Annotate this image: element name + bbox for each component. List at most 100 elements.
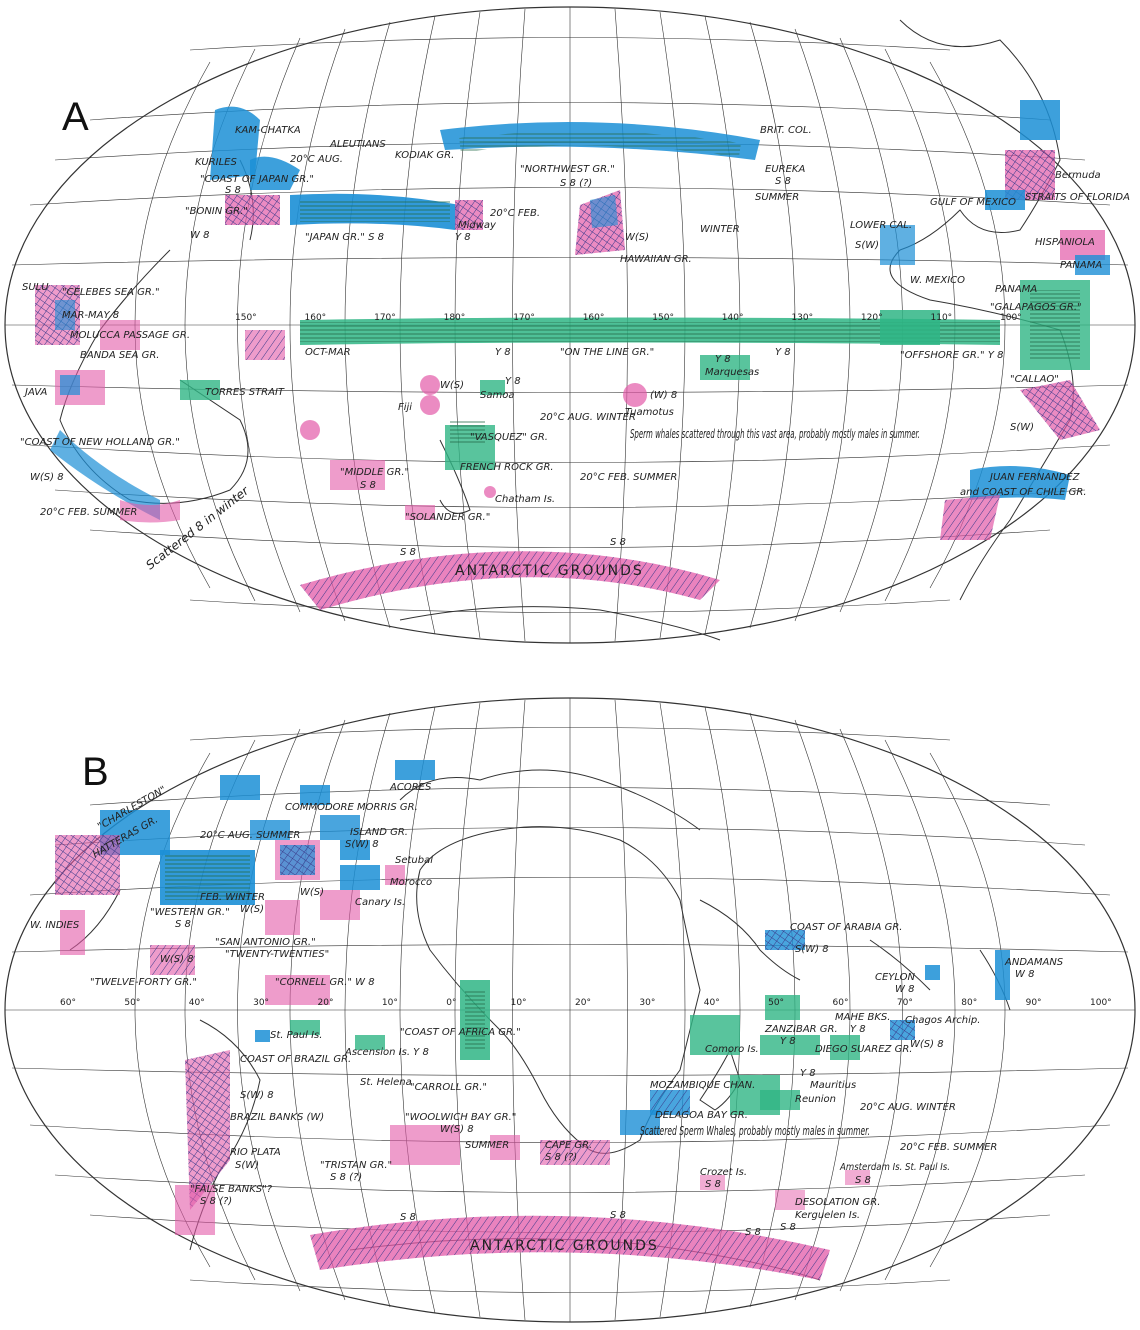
lon-b-tick-9: 30° [639, 998, 655, 1008]
label-reunion: Reunion [795, 1094, 836, 1105]
lon-b-tick-14: 80° [961, 998, 977, 1008]
label-iso-20c-top: 20°C AUG. [290, 154, 343, 165]
label-s8-false: S 8 (?) [200, 1196, 232, 1207]
label-amsterdam: Amsterdam Is. St. Paul Is. [839, 1162, 950, 1173]
label-s8-ant-a: S 8 [400, 547, 416, 558]
label-iso-aug-winter: 20°C AUG. WINTER [860, 1102, 956, 1113]
label-celebes: "CELEBES SEA GR." [62, 287, 160, 298]
label-andamans: ANDAMANS [1004, 957, 1064, 968]
label-w-s-fiji: W(S) [440, 380, 464, 391]
lon-a-tick-1: 160° [305, 313, 327, 323]
label-northwest: "NORTHWEST GR." [520, 164, 615, 175]
label-w-s-canary2: W(S) [300, 887, 324, 898]
label-java: JAVA [23, 387, 47, 398]
label-w-s-twelve: W(S) 8 [160, 954, 194, 965]
label-mar-may: MAR-MAY 8 [62, 310, 119, 321]
label-brazil-banks: BRAZIL BANKS (W) [230, 1112, 324, 1123]
label-on-the-line: "ON THE LINE GR." [560, 347, 654, 358]
label-delagoa: DELAGOA BAY GR. [655, 1110, 748, 1121]
label-winter: WINTER [700, 224, 740, 235]
label-canary: Canary Is. [355, 897, 405, 908]
label-kodiak: KODIAK GR. [395, 150, 454, 161]
label-acores: ACORES [389, 782, 432, 793]
label-st-helena: St. Helena [360, 1077, 412, 1088]
label-s8-ant-b2: S 8 [610, 1210, 626, 1221]
lon-b-tick-5: 10° [382, 998, 398, 1008]
lon-a-tick-10: 110° [931, 313, 953, 323]
label-lower-cal: LOWER CAL. [850, 220, 912, 231]
label-gulf-mexico: GULF OF MEXICO [930, 197, 1016, 208]
label-s-w-cal: S(W) [855, 240, 879, 251]
label-torres: TORRES STRAIT [205, 387, 285, 398]
label-mauritius: Mauritius [810, 1080, 856, 1091]
label-kerguelen: Kerguelen Is. [795, 1210, 860, 1221]
label-cape: CAPE GR. [545, 1140, 592, 1151]
label-tuamotus: Tuamotus [625, 407, 674, 418]
label-s8q: S 8 (?) [560, 178, 592, 189]
label-mahe: MAHE BKS. [835, 1012, 890, 1023]
label-commodore: COMMODORE MORRIS GR. [285, 802, 418, 813]
lon-a-tick-4: 170° [513, 313, 535, 323]
label-zanzibar: ZANZIBAR GR. [764, 1024, 838, 1035]
label-s8-ant-b1: S 8 [400, 1212, 416, 1223]
label-s8-tristan: S 8 (?) [330, 1172, 362, 1183]
lon-b-tick-16: 100° [1090, 998, 1112, 1008]
label-w-s-nh: W(S) 8 [30, 472, 64, 483]
lon-b-tick-12: 60° [833, 998, 849, 1008]
label-s-w-island: S(W) 8 [345, 839, 379, 850]
label-y8-mahe: Y 8 [850, 1024, 866, 1035]
label-chatham: Chatham Is. [495, 494, 555, 505]
label-comoro: Comoro Is. [705, 1044, 759, 1055]
label-japan-gr: "JAPAN GR." S 8 [305, 232, 384, 243]
label-oct-mar: OCT-MAR [305, 347, 351, 358]
label-chagos: Chagos Archip. [905, 1015, 980, 1026]
label-callao: "CALLAO" [1010, 374, 1059, 385]
label-panama-callao: PANAMA [995, 284, 1037, 295]
label-y8-diego: Y 8 [800, 1068, 816, 1079]
label-y8-marq: Y 8 [715, 354, 731, 365]
label-setubal: Setubal [395, 855, 433, 866]
label-sulu: SULU [22, 282, 49, 293]
label-straits-florida: STRAITS OF FLORIDA [1025, 192, 1130, 203]
label-iso-20c-feb2: 20°C FEB. SUMMER [580, 472, 677, 483]
lon-b-tick-11: 50° [768, 998, 784, 1008]
label-carroll: "CORNELL GR." W 8 [275, 977, 375, 988]
label-aug-summer: 20°C AUG. SUMMER [200, 830, 300, 841]
lon-b-tick-2: 40° [189, 998, 205, 1008]
label-brit-col: BRIT. COL. [760, 125, 812, 136]
label-w-mexico: W. MEXICO [910, 275, 965, 286]
lon-a-tick-3: 180° [444, 313, 466, 323]
label-rio-plata: RIO PLATA [230, 1147, 281, 1158]
label-st-paul: St. Paul Is. [270, 1030, 322, 1041]
label-y8-samoa: Y 8 [505, 376, 521, 387]
label-s8-ant-b3: S 8 [745, 1227, 761, 1238]
pacific-map-svg: KAM-CHATKA ALEUTIANS KODIAK GR. BRIT. CO… [4, 6, 1136, 644]
label-kamchatka: KAM-CHATKA [235, 125, 301, 136]
lon-b-tick-3: 30° [253, 998, 269, 1008]
label-s-w-plata: S(W) [235, 1160, 259, 1171]
label-twenty: "TWENTY-TWENTIES" [225, 949, 329, 960]
lon-b-tick-1: 50° [124, 998, 140, 1008]
label-bermuda: Bermuda [1055, 170, 1101, 181]
label-s8-western: S 8 [175, 919, 191, 930]
label-crozet: Crozet Is. [700, 1167, 747, 1178]
lon-a-tick-5: 160° [583, 313, 605, 323]
label-y8-line-b: Y 8 [775, 347, 791, 358]
label-w8-bonin: W 8 [190, 230, 209, 241]
label-arabia: COAST OF ARABIA GR. [790, 922, 902, 933]
map-panel-b: B [0, 690, 1140, 1330]
label-s8-crozet: S 8 [705, 1179, 721, 1190]
label-y8-zanzibar: Y 8 [780, 1036, 796, 1047]
label-w8-tuam: (W) 8 [650, 390, 677, 401]
label-s-w-brazil: S(W) 8 [240, 1090, 274, 1101]
label-chile: and COAST OF CHILE GR. [960, 487, 1087, 498]
label-hispaniola: HISPANIOLA [1035, 237, 1095, 248]
label-w-s-canary: W(S) [240, 904, 264, 915]
label-w8-ceylon: W 8 [895, 984, 914, 995]
label-antarctic-b: ANTARCTIC GROUNDS [470, 1238, 659, 1254]
whaling-grounds-b [55, 760, 1010, 1280]
label-western: "WESTERN GR." [150, 907, 230, 918]
label-s8-amst: S 8 [855, 1175, 871, 1186]
label-w-s-hawaii: W(S) [625, 232, 649, 243]
label-s8-middle: S 8 [360, 480, 376, 491]
